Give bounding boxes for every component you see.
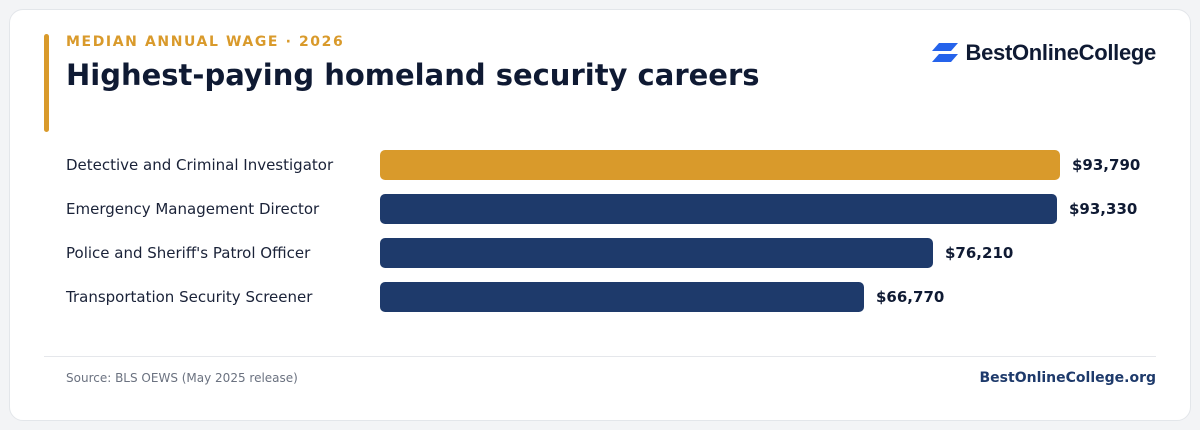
accent-bar bbox=[44, 34, 49, 132]
site-link[interactable]: BestOnlineCollege.org bbox=[979, 370, 1156, 386]
bar bbox=[380, 150, 1060, 180]
category-label: Emergency Management Director bbox=[66, 200, 320, 218]
category-label: Police and Sheriff's Patrol Officer bbox=[66, 244, 311, 262]
chart-eyebrow: MEDIAN ANNUAL WAGE · 2026 bbox=[66, 34, 345, 50]
value-label: $76,210 bbox=[945, 244, 1014, 262]
chart-title: Highest-paying homeland security careers bbox=[66, 58, 760, 92]
bar bbox=[380, 238, 933, 268]
value-label: $66,770 bbox=[876, 288, 945, 306]
footer-divider bbox=[44, 356, 1156, 357]
category-label: Detective and Criminal Investigator bbox=[66, 156, 334, 174]
brand-logo[interactable]: BestOnlineCollege bbox=[931, 40, 1157, 66]
brand-logo-icon bbox=[931, 43, 958, 62]
bar bbox=[380, 282, 864, 312]
source-note: Source: BLS OEWS (May 2025 release) bbox=[66, 371, 298, 385]
category-label: Transportation Security Screener bbox=[66, 288, 313, 306]
value-label: $93,330 bbox=[1069, 200, 1138, 218]
bar bbox=[380, 194, 1057, 224]
brand-name: BestOnlineCollege bbox=[965, 40, 1157, 65]
value-label: $93,790 bbox=[1072, 156, 1141, 174]
